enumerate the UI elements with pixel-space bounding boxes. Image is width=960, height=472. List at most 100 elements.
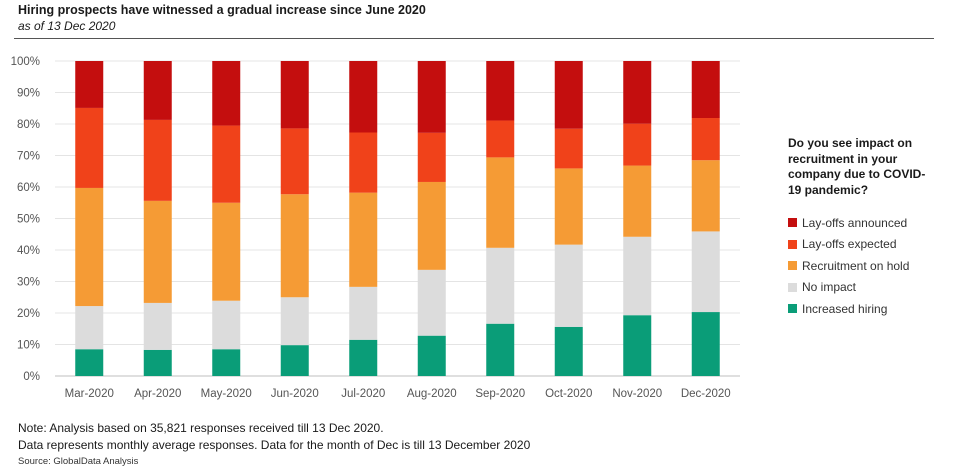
- bar-segment-recruitment-on-hold: [280, 194, 309, 298]
- bar-segment-lay-offs-announced: [691, 61, 720, 119]
- bar-segment-no-impact: [623, 236, 652, 316]
- y-tick-label: 10%: [17, 340, 40, 352]
- chart-title: Hiring prospects have witnessed a gradua…: [18, 3, 426, 17]
- y-tick-label: 40%: [17, 245, 40, 257]
- bar-segment-recruitment-on-hold: [623, 165, 652, 237]
- bar-segment-lay-offs-expected: [486, 120, 515, 158]
- bar-segment-lay-offs-announced: [486, 61, 515, 121]
- bar-segment-lay-offs-announced: [75, 61, 104, 108]
- bar-segment-recruitment-on-hold: [554, 168, 583, 245]
- bar-stack: [212, 61, 241, 376]
- bar-segment-lay-offs-expected: [75, 107, 104, 188]
- chart-subtitle: as of 13 Dec 2020: [18, 19, 116, 33]
- y-tick-label: 100%: [11, 56, 40, 68]
- footnote-1: Note: Analysis based on 35,821 responses…: [18, 421, 384, 435]
- bar-segment-no-impact: [143, 302, 172, 350]
- legend-item-increased-hiring: Increased hiring: [788, 298, 909, 320]
- x-tick-label: Jun-2020: [271, 388, 319, 400]
- legend-title: Do you see impact on recruitment in your…: [788, 136, 926, 197]
- legend-label: Lay-offs expected: [802, 237, 897, 252]
- x-tick-label: May-2020: [201, 388, 252, 400]
- x-tick-label: Sep-2020: [475, 388, 525, 400]
- bar-segment-no-impact: [280, 297, 309, 346]
- bar-segment-increased-hiring: [554, 326, 583, 376]
- bar-segment-increased-hiring: [349, 339, 378, 376]
- x-tick-label: Dec-2020: [681, 388, 731, 400]
- bar-segment-lay-offs-expected: [212, 125, 241, 203]
- bar-segment-recruitment-on-hold: [349, 192, 378, 287]
- bar-segment-increased-hiring: [417, 335, 446, 376]
- bar-segment-increased-hiring: [280, 345, 309, 376]
- bar-segment-increased-hiring: [75, 349, 104, 376]
- legend-label: Recruitment on hold: [802, 258, 910, 273]
- bar-segment-no-impact: [554, 244, 583, 327]
- bar-segment-increased-hiring: [212, 349, 241, 376]
- bar-segment-recruitment-on-hold: [212, 202, 241, 301]
- legend-item-recruitment-on-hold: Recruitment on hold: [788, 255, 909, 277]
- bar-stack: [486, 61, 515, 376]
- bar-segment-lay-offs-expected: [349, 132, 378, 193]
- bar-segment-lay-offs-expected: [417, 132, 446, 182]
- legend-item-lay-offs-expected: Lay-offs expected: [788, 234, 909, 256]
- bar-segment-lay-offs-announced: [623, 61, 652, 124]
- bars: [75, 61, 720, 376]
- bar-stack: [280, 61, 309, 376]
- legend-label: Increased hiring: [802, 301, 888, 316]
- bar-segment-no-impact: [75, 306, 104, 350]
- y-tick-label: 0%: [23, 371, 40, 383]
- bar-segment-lay-offs-announced: [349, 61, 378, 133]
- bar-segment-recruitment-on-hold: [75, 187, 104, 307]
- x-tick-label: Oct-2020: [545, 388, 592, 400]
- bar-segment-no-impact: [691, 231, 720, 313]
- source-note: Source: GlobalData Analysis: [18, 456, 139, 467]
- title-divider: [14, 38, 934, 39]
- legend-swatch: [788, 261, 797, 271]
- x-tick-label: Mar-2020: [65, 388, 114, 400]
- y-tick-label: 80%: [17, 119, 40, 131]
- x-tick-label: Nov-2020: [612, 388, 662, 400]
- legend-item-no-impact: No impact: [788, 277, 909, 299]
- x-tick-label: Jul-2020: [341, 388, 385, 400]
- bar-segment-increased-hiring: [143, 349, 172, 376]
- legend-swatch: [788, 218, 797, 228]
- bar-stack: [75, 61, 104, 376]
- bar-segment-increased-hiring: [623, 315, 652, 376]
- bar-stack: [691, 61, 720, 376]
- y-tick-label: 90%: [17, 88, 40, 100]
- bar-stack: [143, 61, 172, 376]
- bar-stack: [417, 61, 446, 376]
- bar-segment-no-impact: [417, 269, 446, 336]
- bar-segment-no-impact: [212, 300, 241, 350]
- bar-segment-lay-offs-expected: [623, 123, 652, 166]
- legend: Lay-offs announced Lay-offs expected Recru…: [788, 212, 909, 320]
- legend-label: No impact: [802, 280, 857, 295]
- bar-segment-no-impact: [486, 247, 515, 324]
- y-tick-label: 30%: [17, 277, 40, 289]
- bar-segment-recruitment-on-hold: [417, 181, 446, 270]
- y-axis: 0% 10% 20% 30% 40% 50% 60% 70% 80% 90% 100%: [11, 56, 40, 383]
- bar-stack: [623, 61, 652, 376]
- bar-segment-no-impact: [349, 286, 378, 340]
- y-tick-label: 70%: [17, 151, 40, 163]
- bar-segment-lay-offs-expected: [554, 128, 583, 169]
- legend-swatch: [788, 304, 797, 314]
- y-tick-label: 20%: [17, 308, 40, 320]
- legend-swatch: [788, 239, 797, 249]
- bar-segment-increased-hiring: [691, 312, 720, 376]
- legend-label: Lay-offs announced: [802, 215, 908, 230]
- bar-segment-recruitment-on-hold: [143, 200, 172, 303]
- bar-segment-lay-offs-announced: [143, 61, 172, 120]
- x-axis: Mar-2020 Apr-2020 May-2020 Jun-2020 Jul-2020…: [65, 388, 731, 400]
- bar-segment-lay-offs-announced: [280, 61, 309, 129]
- bar-stack: [349, 61, 378, 376]
- bar-segment-lay-offs-announced: [417, 61, 446, 133]
- bar-stack: [554, 61, 583, 376]
- legend-swatch: [788, 282, 797, 292]
- y-tick-label: 60%: [17, 182, 40, 194]
- bar-segment-recruitment-on-hold: [486, 157, 515, 248]
- x-tick-label: Aug-2020: [407, 388, 457, 400]
- bar-segment-lay-offs-expected: [691, 118, 720, 161]
- bar-segment-recruitment-on-hold: [691, 160, 720, 232]
- bar-segment-lay-offs-announced: [212, 61, 241, 126]
